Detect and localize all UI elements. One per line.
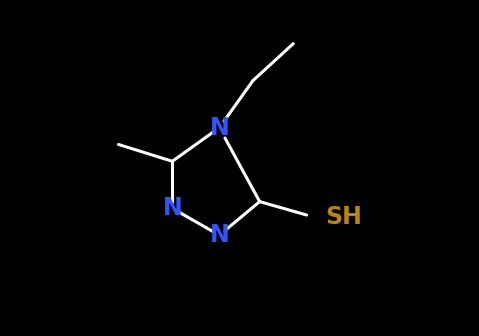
Text: N: N: [209, 223, 229, 247]
Text: SH: SH: [325, 205, 362, 229]
Text: N: N: [162, 196, 182, 220]
Text: N: N: [209, 116, 229, 140]
